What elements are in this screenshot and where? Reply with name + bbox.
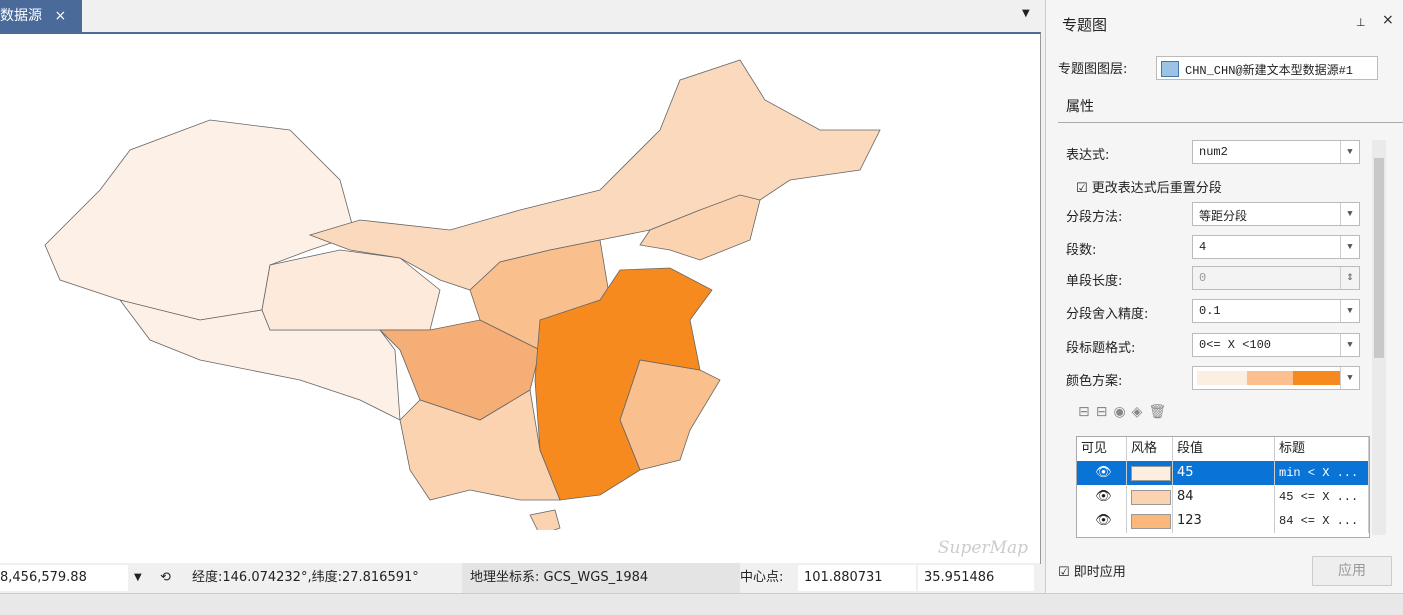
crs: 地理坐标系: GCS_WGS_1984 (462, 563, 740, 593)
table-row[interactable]: 👁 123 84 <= X ... (1077, 509, 1369, 533)
swatch (1247, 371, 1293, 385)
field-label: 分段方法: (1066, 210, 1123, 225)
layer-label: 专题图图层: (1058, 62, 1128, 77)
theme-panel: 专题图 ⊥ × 专题图图层: CHN_CHN@新建文本型数据源#1 属性 表达式… (1045, 0, 1403, 593)
segment-title: min < X ... (1275, 461, 1369, 485)
layer-value: CHN_CHN@新建文本型数据源#1 (1185, 64, 1354, 78)
instant-apply-label: 即时应用 (1073, 565, 1126, 580)
field-value: 等距分段 (1199, 210, 1248, 224)
segment-table: 可见 风格 段值 标题 👁 45 min < X ... 👁 84 45 <= X ... 👁 123… (1076, 436, 1370, 538)
column-header: 段值 (1173, 437, 1275, 461)
swatch (1293, 371, 1341, 385)
style-swatch (1131, 466, 1171, 481)
dropdown-arrow[interactable]: ▼ (1340, 367, 1359, 389)
dropdown-arrow[interactable]: ⇕ (1340, 267, 1359, 289)
field-value: num2 (1199, 145, 1228, 159)
status-bar: 8,456,579.88 ▼ ⟲ 经度:146.074232°,纬度:27.81… (0, 563, 1040, 593)
layer-icon (1161, 61, 1179, 77)
dropdown-arrow[interactable]: ▼ (1340, 334, 1359, 356)
field-label: 表达式: (1066, 148, 1110, 163)
segment-value: 84 (1173, 485, 1275, 509)
style-cell (1127, 485, 1173, 509)
column-header: 标题 (1275, 437, 1369, 461)
segment-value: 123 (1173, 509, 1275, 533)
region (308, 59, 881, 291)
field-input[interactable]: ▼ (1192, 366, 1360, 390)
segment-title: 45 <= X ... (1275, 485, 1369, 509)
field-input[interactable]: num2 ▼ (1192, 140, 1360, 164)
scrollbar[interactable] (1372, 140, 1386, 535)
field-value: 0 (1199, 271, 1207, 285)
reset-check[interactable]: ☑ 更改表达式后重置分段 (1076, 181, 1222, 196)
field-input[interactable]: 4 ▼ (1192, 235, 1360, 259)
center-label: 中心点: (740, 570, 784, 585)
dropdown-arrow[interactable]: ▼ (1340, 141, 1359, 163)
style-swatch (1131, 490, 1171, 505)
field-value: 0.1 (1199, 304, 1221, 318)
style-swatch (1131, 514, 1171, 529)
field-input[interactable]: 0.1 ▼ (1192, 299, 1360, 323)
scale[interactable]: 8,456,579.88 (0, 565, 128, 591)
region (534, 267, 713, 501)
field-label: 颜色方案: (1066, 374, 1123, 389)
map (44, 59, 881, 530)
table-row[interactable]: 👁 45 min < X ... (1077, 461, 1369, 485)
scale-dropdown[interactable]: ▼ (134, 572, 142, 583)
visible-icon: 👁 (1077, 485, 1127, 509)
field-input[interactable]: 0 ⇕ (1192, 266, 1360, 290)
watermark: SuperMap (937, 538, 1028, 558)
panel-title: 专题图 (1062, 16, 1108, 34)
field-label: 段数: (1066, 243, 1097, 258)
center-y[interactable]: 35.951486 (918, 565, 1034, 591)
region (619, 359, 721, 471)
section-tab[interactable]: 属性 (1066, 99, 1094, 115)
column-header: 可见 (1077, 437, 1127, 461)
footer (0, 593, 1403, 615)
tab-close[interactable]: × (54, 8, 67, 24)
refresh[interactable]: ⟲ (160, 570, 171, 585)
visible-icon: 👁 (1077, 509, 1127, 533)
center-x[interactable]: 101.880731 (798, 565, 916, 591)
reset-check-label: 更改表达式后重置分段 (1091, 181, 1222, 196)
pin[interactable]: ⊥ (1356, 16, 1366, 29)
field-label: 段标题格式: (1066, 341, 1136, 356)
dropdown-arrow[interactable]: ▼ (1340, 300, 1359, 322)
segment-title: 84 <= X ... (1275, 509, 1369, 533)
apply-button[interactable]: 应用 (1312, 556, 1392, 586)
region (639, 194, 761, 261)
panel-close[interactable]: × (1382, 12, 1394, 28)
dropdown-arrow[interactable]: ▼ (1340, 203, 1359, 225)
tab-title: 数据源 (0, 8, 42, 24)
map-view[interactable]: SuperMap (0, 32, 1041, 564)
field-input[interactable]: 0<= X <100 ▼ (1192, 333, 1360, 357)
field-label: 单段长度: (1066, 274, 1123, 289)
style-cell (1127, 461, 1173, 485)
segment-value: 45 (1173, 461, 1275, 485)
region (529, 509, 561, 530)
field-value: 0<= X <100 (1199, 338, 1272, 352)
field-value: 4 (1199, 240, 1207, 254)
style-cell (1127, 509, 1173, 533)
field-label: 分段舍入精度: (1066, 307, 1149, 322)
tab-menu[interactable]: ▼ (1022, 8, 1030, 19)
tab[interactable]: 数据源 × (0, 0, 82, 32)
field-input[interactable]: 等距分段 ▼ (1192, 202, 1360, 226)
visible-icon: 👁 (1077, 461, 1127, 485)
divider (1058, 122, 1403, 123)
swatch (1197, 371, 1247, 385)
dropdown-arrow[interactable]: ▼ (1340, 236, 1359, 258)
instant-apply[interactable]: ☑ 即时应用 (1058, 565, 1126, 580)
coords: 经度:146.074232°,纬度:27.816591° (192, 570, 419, 585)
layer-select[interactable]: CHN_CHN@新建文本型数据源#1 (1156, 56, 1378, 80)
toolbar[interactable]: ⊟⊟◉◈🗑 (1078, 404, 1173, 420)
table-row[interactable]: 👁 84 45 <= X ... (1077, 485, 1369, 509)
column-header: 风格 (1127, 437, 1173, 461)
